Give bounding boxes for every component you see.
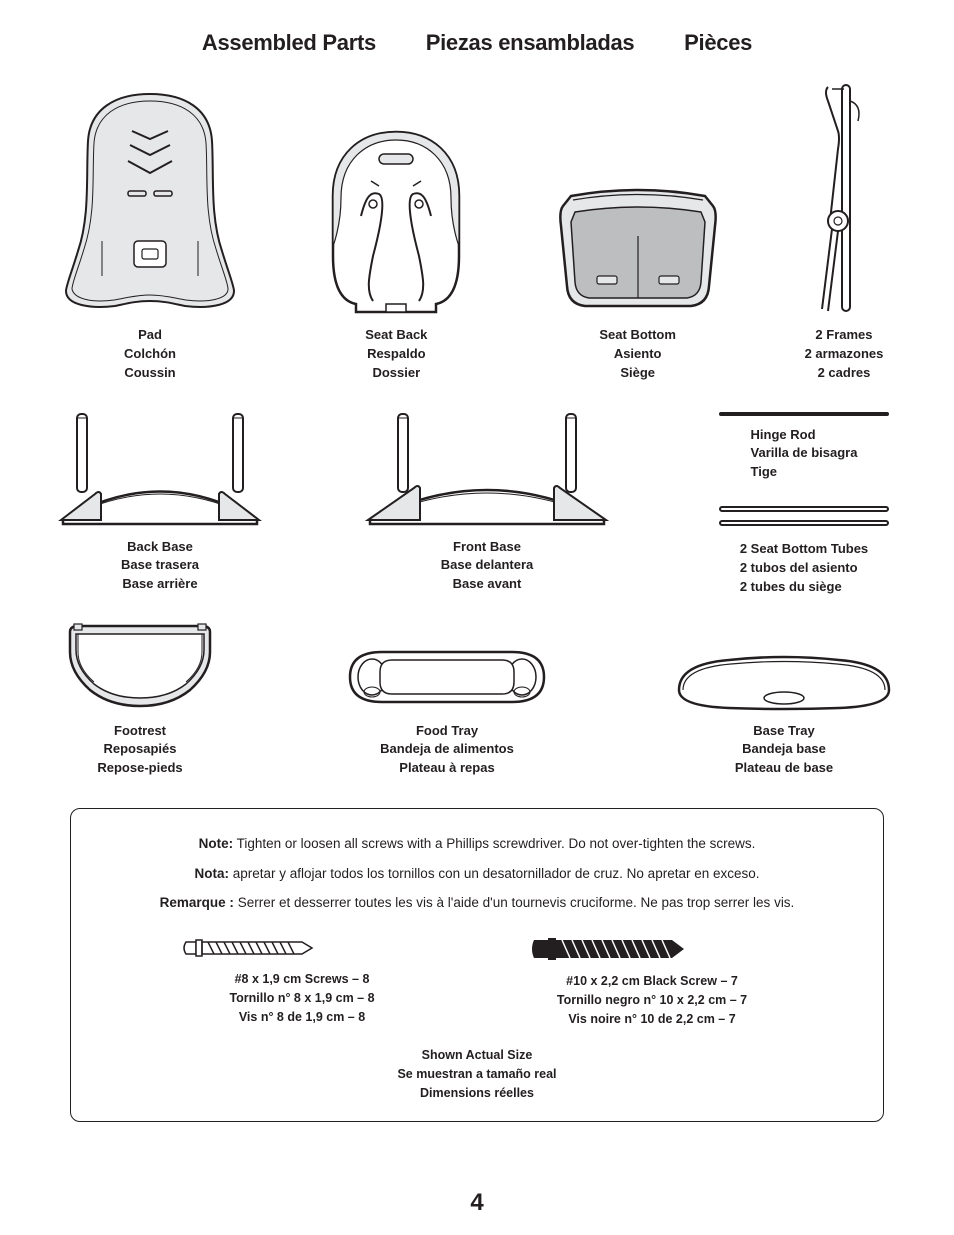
footrest-icon <box>60 622 220 712</box>
base-tray-label-es: Bandeja base <box>735 740 833 759</box>
screw-large-icon <box>532 934 692 964</box>
back-base-label-fr: Base arrière <box>121 575 199 594</box>
note-es: Nota: apretar y aflojar todos los tornil… <box>91 861 863 887</box>
parts-row-2: Back Base Base trasera Base arrière Fron… <box>50 408 904 597</box>
parts-row-3: Footrest Reposapiés Repose-pieds Food Tr… <box>50 622 904 779</box>
title-en: Assembled Parts <box>202 30 376 55</box>
part-pad: Pad Colchón Coussin <box>50 91 250 383</box>
hinge-rod-icon <box>719 412 889 416</box>
frames-icon <box>814 81 874 316</box>
screw-large: #10 x 2,2 cm Black Screw – 7 Tornillo ne… <box>532 934 772 1028</box>
pad-label-en: Pad <box>124 326 176 345</box>
base-tray-label-fr: Plateau de base <box>735 759 833 778</box>
hinge-rod-label-en: Hinge Rod <box>751 426 858 445</box>
pad-icon <box>60 91 240 316</box>
screw-small: #8 x 1,9 cm Screws – 8 Tornillo n° 8 x 1… <box>182 934 422 1028</box>
note-fr: Remarque : Serrer et desserrer toutes le… <box>91 890 863 916</box>
note-box: Note: Tighten or loosen all screws with … <box>70 808 884 1121</box>
seat-bottom-label-en: Seat Bottom <box>599 326 676 345</box>
seat-back-label-en: Seat Back <box>365 326 427 345</box>
screw-large-en: #10 x 2,2 cm Black Screw – 7 <box>532 972 772 991</box>
food-tray-icon <box>342 642 552 712</box>
seat-back-label-fr: Dossier <box>365 364 427 383</box>
seat-bottom-label-es: Asiento <box>599 345 676 364</box>
screw-small-en: #8 x 1,9 cm Screws – 8 <box>182 970 422 989</box>
part-seat-bottom: Seat Bottom Asiento Siège <box>543 186 733 383</box>
food-tray-label-es: Bandeja de alimentos <box>380 740 514 759</box>
footrest-label-en: Footrest <box>97 722 182 741</box>
frames-label-fr: 2 cadres <box>805 364 884 383</box>
front-base-label-en: Front Base <box>441 538 534 557</box>
food-tray-label-en: Food Tray <box>380 722 514 741</box>
back-base-icon <box>55 408 265 528</box>
screw-large-es: Tornillo negro n° 10 x 2,2 cm – 7 <box>532 991 772 1010</box>
actual-size: Shown Actual Size Se muestran a tamaño r… <box>91 1046 863 1102</box>
back-base-label-en: Back Base <box>121 538 199 557</box>
part-frames: 2 Frames 2 armazones 2 cadres <box>784 81 904 383</box>
footrest-label-es: Reposapiés <box>97 740 182 759</box>
part-food-tray: Food Tray Bandeja de alimentos Plateau à… <box>337 642 557 779</box>
page-number: 4 <box>0 1189 954 1217</box>
screw-small-icon <box>182 934 322 962</box>
title-fr: Pièces <box>684 30 752 55</box>
food-tray-label-fr: Plateau à repas <box>380 759 514 778</box>
actual-size-es: Se muestran a tamaño real <box>91 1065 863 1084</box>
note-fr-label: Remarque : <box>160 895 234 910</box>
hinge-rod-label-es: Varilla de bisagra <box>751 444 858 463</box>
part-back-base: Back Base Base trasera Base arrière <box>50 408 270 595</box>
seat-bottom-icon <box>553 186 723 316</box>
seat-bottom-label-fr: Siège <box>599 364 676 383</box>
base-tray-label-en: Base Tray <box>735 722 833 741</box>
front-base-label-es: Base delantera <box>441 556 534 575</box>
screw-small-es: Tornillo n° 8 x 1,9 cm – 8 <box>182 989 422 1008</box>
frames-label-en: 2 Frames <box>805 326 884 345</box>
back-base-label-es: Base trasera <box>121 556 199 575</box>
part-seat-back: Seat Back Respaldo Dossier <box>301 126 491 383</box>
note-fr-text: Serrer et desserrer toutes les vis à l'a… <box>234 895 794 910</box>
actual-size-en: Shown Actual Size <box>91 1046 863 1065</box>
part-rods-tubes: Hinge Rod Varilla de bisagra Tige 2 Seat… <box>704 408 904 597</box>
tubes-label-en: 2 Seat Bottom Tubes <box>740 540 868 559</box>
page-title: Assembled Parts Piezas ensambladas Pièce… <box>50 30 904 56</box>
footrest-label-fr: Repose-pieds <box>97 759 182 778</box>
screws-row: #8 x 1,9 cm Screws – 8 Tornillo n° 8 x 1… <box>91 934 863 1028</box>
note-es-text: apretar y aflojar todos los tornillos co… <box>229 866 760 881</box>
title-es: Piezas ensambladas <box>426 30 635 55</box>
tubes-label-fr: 2 tubes du siège <box>740 578 868 597</box>
note-en: Note: Tighten or loosen all screws with … <box>91 831 863 857</box>
screw-small-fr: Vis n° 8 de 1,9 cm – 8 <box>182 1008 422 1027</box>
frames-label-es: 2 armazones <box>805 345 884 364</box>
note-en-label: Note: <box>199 836 234 851</box>
tubes-label-es: 2 tubos del asiento <box>740 559 868 578</box>
front-base-icon <box>362 408 612 528</box>
hinge-rod-label-fr: Tige <box>751 463 858 482</box>
note-en-text: Tighten or loosen all screws with a Phil… <box>233 836 755 851</box>
pad-label-fr: Coussin <box>124 364 176 383</box>
seat-tube-icon-1 <box>719 506 889 512</box>
front-base-label-fr: Base avant <box>441 575 534 594</box>
part-footrest: Footrest Reposapiés Repose-pieds <box>50 622 230 779</box>
base-tray-icon <box>669 650 899 712</box>
note-es-label: Nota: <box>194 866 229 881</box>
actual-size-fr: Dimensions réelles <box>91 1084 863 1103</box>
pad-label-es: Colchón <box>124 345 176 364</box>
part-front-base: Front Base Base delantera Base avant <box>357 408 617 595</box>
seat-back-icon <box>311 126 481 316</box>
screw-large-fr: Vis noire n° 10 de 2,2 cm – 7 <box>532 1010 772 1029</box>
seat-tube-icon-2 <box>719 520 889 526</box>
parts-row-1: Pad Colchón Coussin S <box>50 81 904 383</box>
part-base-tray: Base Tray Bandeja base Plateau de base <box>664 650 904 779</box>
seat-back-label-es: Respaldo <box>365 345 427 364</box>
